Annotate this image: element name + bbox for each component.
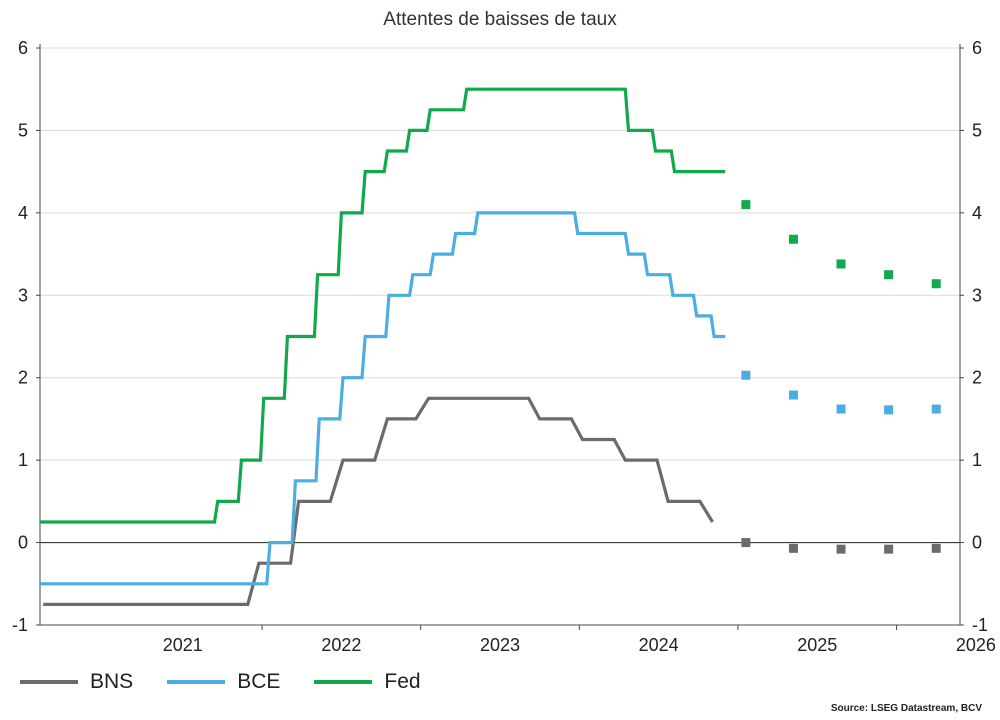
y-tick-left--1: -1 xyxy=(12,615,28,635)
y-tick-right-4: 4 xyxy=(972,203,982,223)
series-line-fed xyxy=(40,87,726,524)
legend-item-bns: BNS xyxy=(20,670,133,694)
projection-point-bce-2 xyxy=(788,390,798,400)
x-tick-2021: 2021 xyxy=(163,635,203,655)
projection-point-bce-1 xyxy=(741,370,751,380)
series-lines xyxy=(40,87,726,607)
projection-point-bns-1 xyxy=(741,538,751,548)
y-tick-left-3: 3 xyxy=(18,285,28,305)
legend-swatch-bns xyxy=(20,680,78,684)
x-tick-2025: 2025 xyxy=(797,635,837,655)
projection-point-fed-2 xyxy=(788,234,798,244)
source-note: Source: LSEG Datastream, BCV xyxy=(830,703,982,714)
projection-point-bns-5 xyxy=(931,543,941,553)
projection-point-bns-4 xyxy=(884,544,894,554)
grid-lines xyxy=(40,47,960,626)
y-tick-right-5: 5 xyxy=(972,120,982,140)
projection-point-bce-5 xyxy=(931,404,941,414)
legend-label-bns: BNS xyxy=(90,670,134,693)
x-tick-2023: 2023 xyxy=(480,635,520,655)
legend: BNS BCE Fed xyxy=(20,670,455,694)
y-tick-right-1: 1 xyxy=(972,450,982,470)
y-tick-left-4: 4 xyxy=(18,203,28,223)
series-line-bns xyxy=(43,396,714,607)
y-tick-left-6: 6 xyxy=(18,38,28,58)
x-tick-2026: 2026 xyxy=(956,635,996,655)
legend-label-bce: BCE xyxy=(237,670,281,693)
legend-item-fed: Fed xyxy=(314,670,421,694)
y-tick-right-2: 2 xyxy=(972,368,982,388)
projection-point-bce-3 xyxy=(836,404,846,414)
legend-item-bce: BCE xyxy=(167,670,280,694)
y-tick-right-0: 0 xyxy=(972,533,982,553)
projection-point-fed-1 xyxy=(741,200,751,210)
projection-point-fed-4 xyxy=(884,270,894,280)
projection-point-bns-3 xyxy=(836,544,846,554)
series-line-bce xyxy=(40,211,726,586)
projection-point-bns-2 xyxy=(788,543,798,553)
projection-point-bce-4 xyxy=(884,405,894,415)
y-tick-right-6: 6 xyxy=(972,38,982,58)
legend-swatch-bce xyxy=(167,680,226,684)
y-tick-left-1: 1 xyxy=(18,450,28,470)
y-tick-left-2: 2 xyxy=(18,368,28,388)
legend-swatch-fed xyxy=(314,680,373,684)
x-tick-2024: 2024 xyxy=(639,635,679,655)
projection-markers xyxy=(741,200,941,554)
y-tick-right--1: -1 xyxy=(972,615,988,635)
axes: -1 -1 0 0 1 1 2 2 3 3 4 4 5 5 6 6 2021 2022 2023 2024 2025 20… xyxy=(12,38,996,655)
y-tick-left-5: 5 xyxy=(18,120,28,140)
chart-title: Attentes de baisses de taux xyxy=(383,9,617,30)
x-tick-2022: 2022 xyxy=(321,635,361,655)
projection-point-fed-5 xyxy=(931,279,941,289)
y-tick-right-3: 3 xyxy=(972,285,982,305)
projection-point-fed-3 xyxy=(836,259,846,269)
y-tick-left-0: 0 xyxy=(18,533,28,553)
legend-label-fed: Fed xyxy=(384,670,421,693)
